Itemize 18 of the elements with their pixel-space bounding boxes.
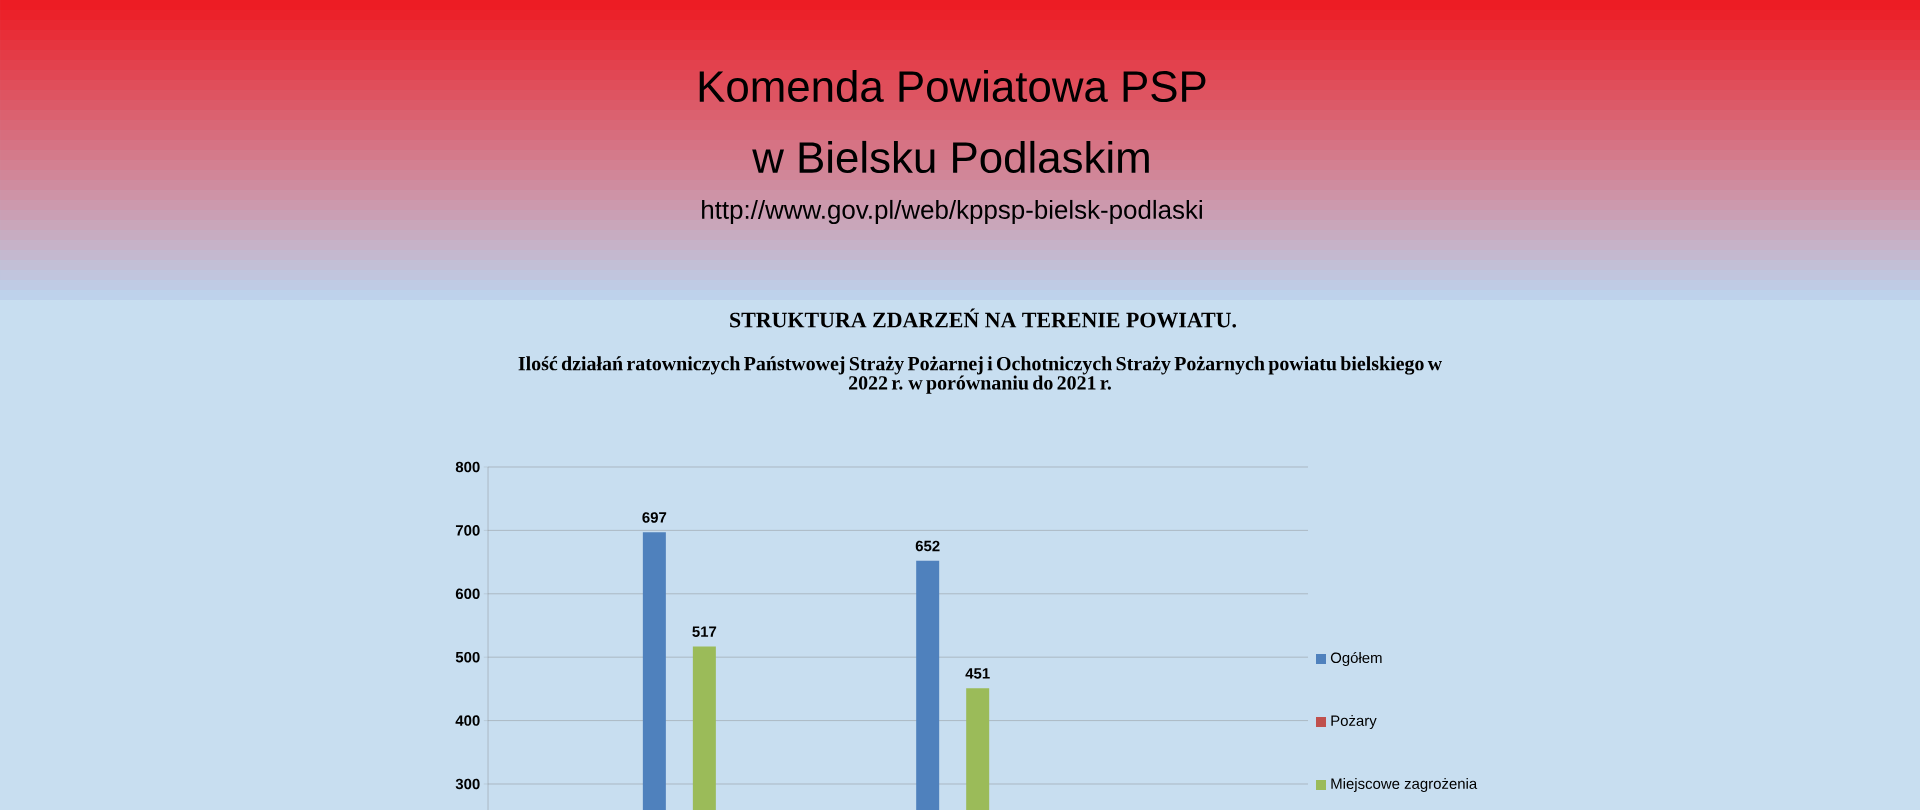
data-label: 517 xyxy=(692,626,717,637)
data-label: 451 xyxy=(965,668,990,679)
text: http://www.gov.pl/web/kppsp-bielsk-podlaski xyxy=(702,199,1202,225)
chart-title: STRUKTURA ZDARZEŃ NA TERENIE POWIATU. xyxy=(730,308,1237,328)
y-tick-label: 600 xyxy=(455,588,480,600)
y-tick-label: 700 xyxy=(455,525,480,536)
data-label: 697 xyxy=(642,512,667,523)
legend-label: Miejscowe zagrożenia xyxy=(1331,778,1478,792)
data-label: 652 xyxy=(915,540,940,552)
legend-label: Pożary xyxy=(1331,715,1377,729)
text: Komenda Powiatowa PSP xyxy=(699,69,1206,103)
y-tick-label: 800 xyxy=(455,461,480,473)
y-tick-label: 500 xyxy=(455,651,480,663)
y-tick-label: 300 xyxy=(455,778,480,790)
text: w Bielsku Podlaskim xyxy=(752,140,1149,174)
y-tick-label: 400 xyxy=(455,715,480,726)
legend-label: Ogółem xyxy=(1330,651,1382,667)
chart-subtitle: Ilość działań ratowniczych Państwowej Straży Pożarnej i Ochotniczych Straży Pożarnych powiatu bielskiego w 2022 r. w porównaniu do 2021 r. xyxy=(518,356,1443,394)
